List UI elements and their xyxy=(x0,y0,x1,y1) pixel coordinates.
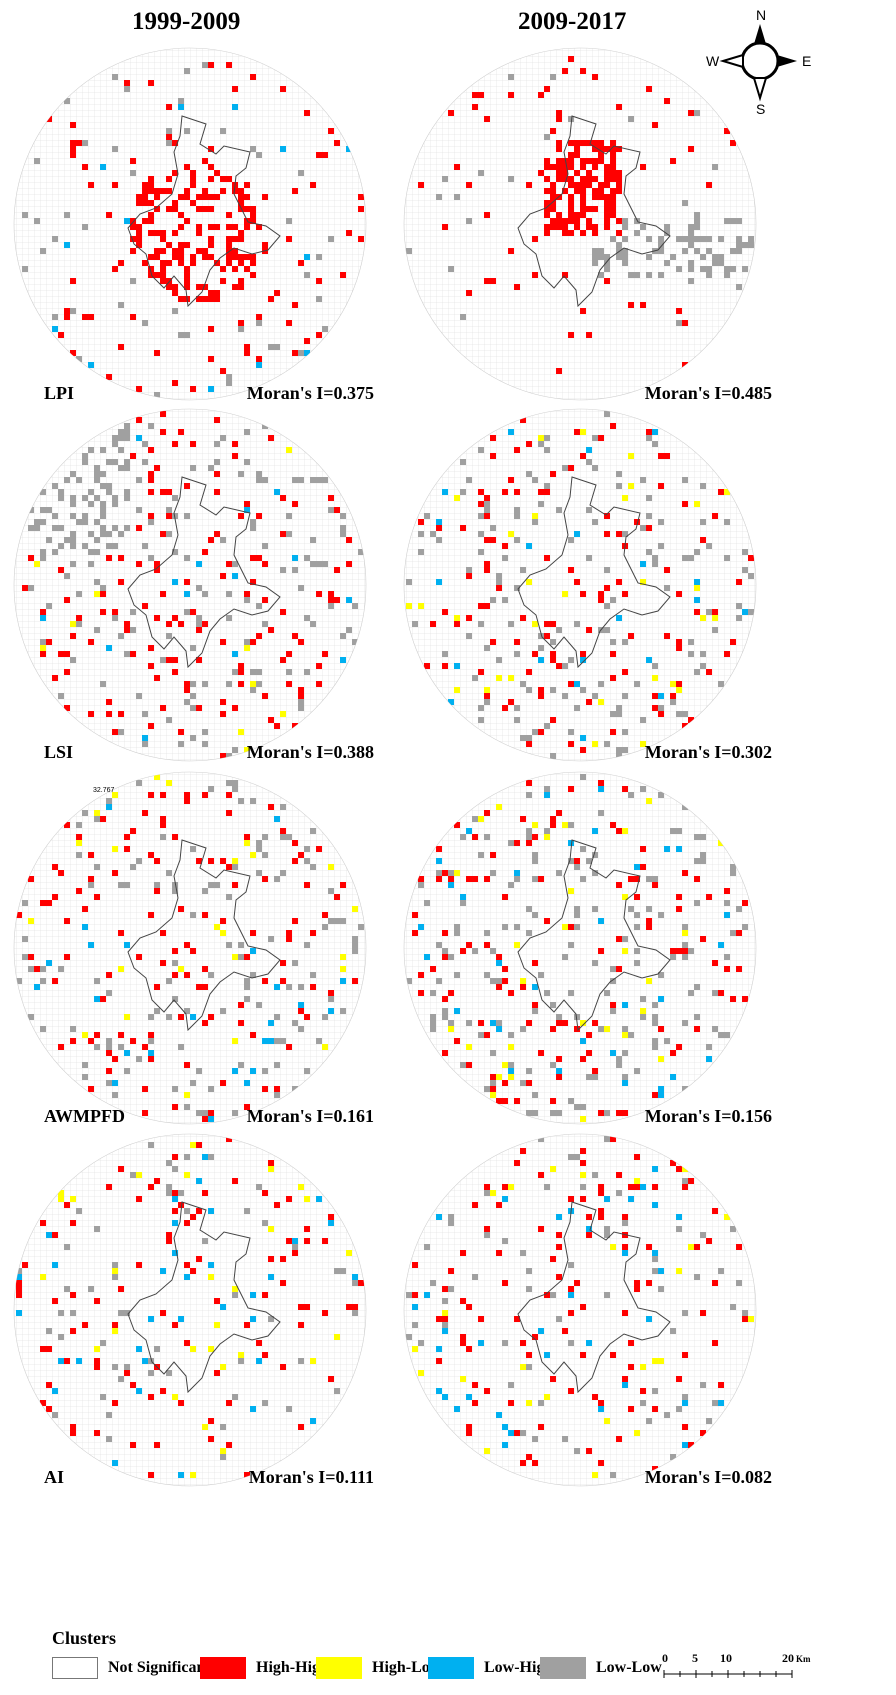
metric-label-lpi: LPI xyxy=(44,383,75,403)
legend-label: Not Significant xyxy=(108,1659,211,1676)
map-ai-2009-2017 xyxy=(400,1130,760,1490)
map-awmpfd-2009-2017 xyxy=(400,768,760,1128)
column-title-2009-2017: 2009-2017 xyxy=(518,8,627,35)
scale-unit-label: Km xyxy=(796,1654,811,1664)
metric-label-ai: AI xyxy=(44,1467,65,1487)
legend-swatch-low-high xyxy=(428,1657,474,1679)
map-lpi-1999-2009 xyxy=(10,44,370,404)
metric-label-awmpfd: AWMPFD xyxy=(44,1106,125,1126)
legend-title: Clusters xyxy=(52,1628,116,1648)
scale-tick-label: 10 xyxy=(720,1651,732,1665)
metric-label-lsi: LSI xyxy=(44,742,74,762)
north-arrow-compass: N E S W xyxy=(706,7,811,116)
compass-south-label: S xyxy=(756,101,765,116)
column-title-1999-2009: 1999-2009 xyxy=(132,8,241,35)
moran-lsi-1999-2009: Moran's I=0.388 xyxy=(246,742,374,762)
moran-awmpfd-1999-2009: Moran's I=0.161 xyxy=(246,1106,374,1126)
scale-bar: 0 5 10 20 Km xyxy=(662,1651,811,1678)
legend-item-low-low: Low-Low xyxy=(540,1656,662,1680)
legend-item-not-significant: Not Significant xyxy=(52,1656,211,1680)
legend-item-high-high: High-High xyxy=(200,1656,329,1680)
scale-tick-label: 0 xyxy=(662,1651,668,1665)
map-lsi-2009-2017 xyxy=(400,405,760,765)
compass-north-label: N xyxy=(756,7,766,23)
legend-label: Low-High xyxy=(484,1659,554,1676)
legend-item-low-high: Low-High xyxy=(428,1656,553,1680)
moran-lpi-1999-2009: Moran's I=0.375 xyxy=(246,383,374,403)
map-awmpfd-1999-2009 xyxy=(10,768,370,1128)
legend-swatch-high-low xyxy=(316,1657,362,1679)
moran-ai-2009-2017: Moran's I=0.082 xyxy=(644,1467,772,1487)
compass-east-label: E xyxy=(802,53,811,69)
map-lpi-2009-2017 xyxy=(400,44,760,404)
compass-west-label: W xyxy=(706,53,720,69)
legend-item-high-low: High-Low xyxy=(316,1656,441,1680)
moran-lsi-2009-2017: Moran's I=0.302 xyxy=(644,742,772,762)
legend-label: Low-Low xyxy=(596,1659,662,1676)
legend-label: High-Low xyxy=(372,1659,442,1676)
map-lsi-1999-2009 xyxy=(10,405,370,765)
legend-swatch-high-high xyxy=(200,1657,246,1679)
moran-lpi-2009-2017: Moran's I=0.485 xyxy=(644,383,772,403)
map-ai-1999-2009 xyxy=(10,1130,370,1490)
moran-ai-1999-2009: Moran's I=0.111 xyxy=(248,1467,374,1487)
legend-label: High-High xyxy=(256,1659,329,1676)
moran-awmpfd-2009-2017: Moran's I=0.156 xyxy=(644,1106,772,1126)
legend-swatch-low-low xyxy=(540,1657,586,1679)
scale-tick-label: 20 xyxy=(782,1651,794,1665)
legend-swatch-not-significant xyxy=(52,1657,98,1679)
scale-tick-label: 5 xyxy=(692,1651,698,1665)
map-annotation: 32.767 xyxy=(93,787,115,794)
